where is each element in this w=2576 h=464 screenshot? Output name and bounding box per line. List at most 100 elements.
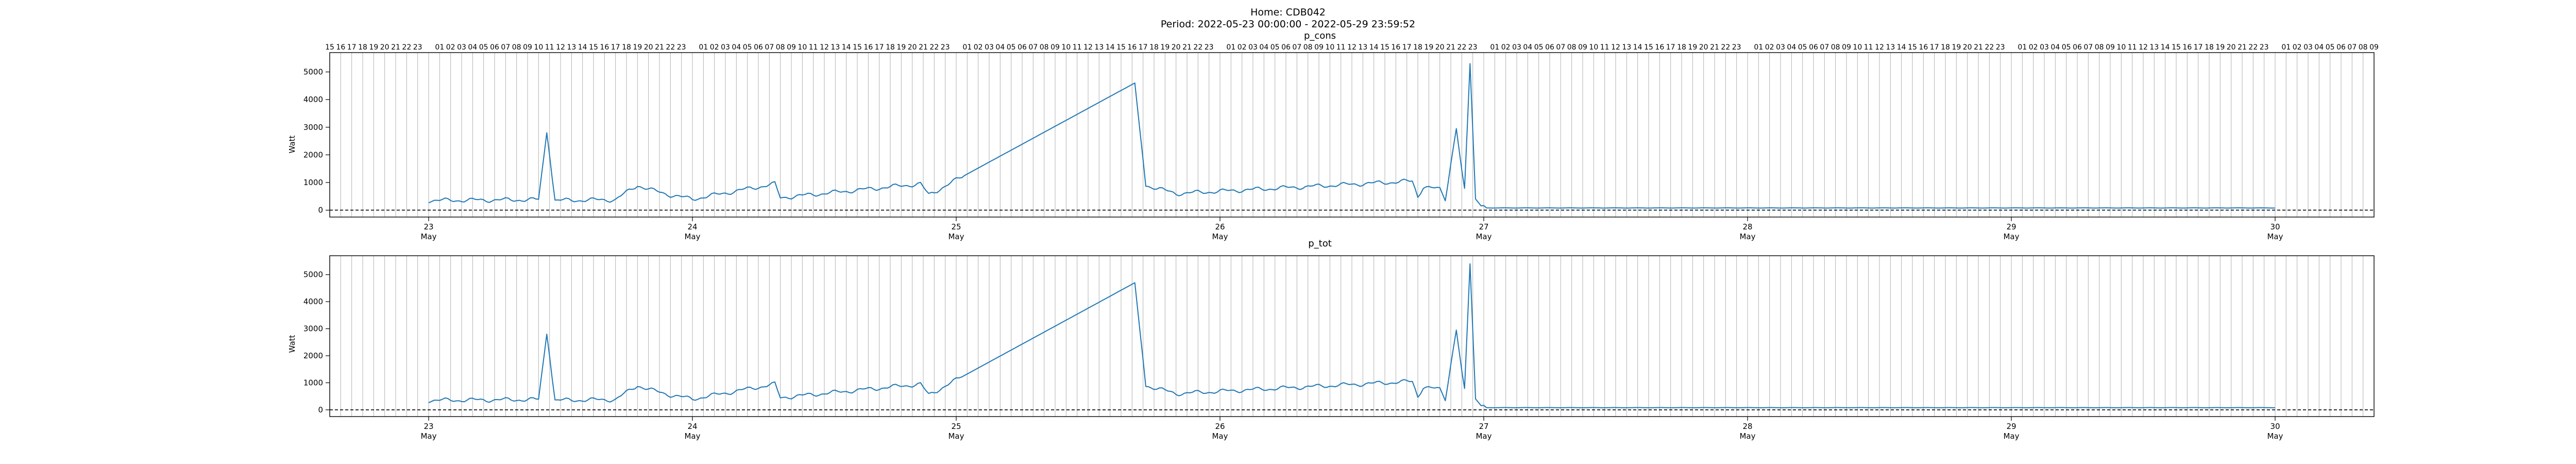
p-tot-chart: p_tot Watt 010002000300040005000 23May24… xyxy=(287,238,2374,441)
p-cons-hour-tick-label: 22 xyxy=(2248,43,2258,52)
p-cons-x-tick-day: 24 xyxy=(687,222,697,231)
p-cons-hour-tick-label: 11 xyxy=(1336,43,1346,52)
p-cons-hour-tick-label: 22 xyxy=(1721,43,1730,52)
p-cons-y-ticks: 010002000300040005000 xyxy=(303,68,330,215)
p-cons-x-tick-month: May xyxy=(2003,232,2019,241)
p-cons-hour-tick-label: 18 xyxy=(1677,43,1686,52)
p-cons-hour-tick-label: 05 xyxy=(2326,43,2335,52)
p-cons-hour-tick-label: 01 xyxy=(435,43,444,52)
p-cons-hour-tick-label: 23 xyxy=(1205,43,1214,52)
p-cons-hour-tick-label: 23 xyxy=(941,43,950,52)
p-cons-y-tick-label: 1000 xyxy=(303,178,323,187)
p-cons-hour-tick-label: 19 xyxy=(1688,43,1697,52)
p-tot-y-tick-label: 4000 xyxy=(303,297,323,306)
p-tot-x-tick-day: 30 xyxy=(2270,422,2280,431)
p-cons-hour-tick-label: 18 xyxy=(886,43,895,52)
p-tot-x-tick-day: 23 xyxy=(423,422,433,431)
p-tot-y-label: Watt xyxy=(287,335,297,353)
p-cons-hour-tick-label: 07 xyxy=(1028,43,1038,52)
p-cons-hour-tick-label: 20 xyxy=(1699,43,1708,52)
p-cons-hour-tick-label: 22 xyxy=(666,43,675,52)
p-cons-hour-tick-label: 11 xyxy=(1073,43,1082,52)
p-cons-hour-tick-label: 12 xyxy=(2139,43,2148,52)
p-cons-hour-tick-label: 07 xyxy=(2083,43,2093,52)
p-cons-y-tick-label: 4000 xyxy=(303,95,323,104)
p-cons-hour-tick-label: 05 xyxy=(1534,43,1544,52)
p-cons-hour-tick-label: 23 xyxy=(1996,43,2005,52)
p-cons-hour-tick-label: 06 xyxy=(1281,43,1291,52)
p-cons-hour-tick-label: 18 xyxy=(2205,43,2214,52)
p-cons-hour-tick-label: 04 xyxy=(468,43,477,52)
p-cons-x-tick-month: May xyxy=(1212,232,1228,241)
p-cons-hour-tick-label: 08 xyxy=(512,43,521,52)
p-cons-hour-tick-label: 02 xyxy=(2293,43,2302,52)
p-cons-hour-tick-label: 04 xyxy=(732,43,741,52)
p-cons-hour-tick-label: 02 xyxy=(974,43,983,52)
p-cons-hour-tick-label: 18 xyxy=(1413,43,1422,52)
p-cons-hour-tick-label: 15 xyxy=(853,43,862,52)
p-cons-y-tick-label: 5000 xyxy=(303,68,323,77)
p-cons-hour-tick-label: 02 xyxy=(1765,43,1774,52)
p-cons-hour-tick-label: 09 xyxy=(1578,43,1587,52)
p-cons-hour-tick-label: 20 xyxy=(1435,43,1445,52)
p-cons-hour-tick-label: 14 xyxy=(1897,43,1906,52)
p-cons-hour-tick-label: 16 xyxy=(600,43,609,52)
p-tot-x-tick-day: 26 xyxy=(1215,422,1225,431)
p-cons-hour-tick-label: 01 xyxy=(699,43,708,52)
p-cons-hour-tick-label: 02 xyxy=(710,43,719,52)
p-tot-hour-grid xyxy=(330,256,2374,417)
p-cons-hour-tick-label: 05 xyxy=(743,43,752,52)
p-cons-hour-tick-label: 08 xyxy=(1567,43,1577,52)
p-cons-hour-tick-label: 05 xyxy=(1798,43,1807,52)
p-cons-chart: p_cons Watt 15 16 17 18 19 20 21 22 23 01 02 03 04 05… xyxy=(287,30,2379,241)
p-cons-hour-tick-label: 15 xyxy=(1380,43,1389,52)
p-cons-hour-tick-label: 15 xyxy=(2172,43,2181,52)
p-cons-hour-tick-label: 07 xyxy=(2347,43,2357,52)
p-cons-hour-tick-label: 21 xyxy=(1974,43,1983,52)
p-cons-hour-tick-label: 23 xyxy=(677,43,686,52)
p-cons-hour-tick-label: 07 xyxy=(1820,43,1829,52)
p-cons-hour-tick-label: 12 xyxy=(1083,43,1093,52)
p-cons-y-label: Watt xyxy=(287,135,297,153)
p-cons-hour-tick-label: 18 xyxy=(1941,43,1950,52)
p-cons-hour-tick-label: 09 xyxy=(1314,43,1324,52)
p-cons-hour-tick-label: 14 xyxy=(2161,43,2170,52)
p-cons-hour-tick-label: 11 xyxy=(1864,43,1873,52)
p-cons-x-ticks: 23May24May25May26May27May28May29May30May xyxy=(420,217,2283,241)
p-cons-hour-tick-label: 04 xyxy=(995,43,1005,52)
p-tot-x-tick-month: May xyxy=(948,432,964,441)
p-cons-hour-tick-label: 17 xyxy=(875,43,884,52)
p-cons-hour-tick-label: 07 xyxy=(1292,43,1301,52)
p-tot-y-tick-label: 0 xyxy=(318,405,323,415)
p-cons-hour-tick-label: 17 xyxy=(611,43,620,52)
p-tot-x-tick-day: 25 xyxy=(951,422,961,431)
p-cons-hour-tick-label: 14 xyxy=(1106,43,1115,52)
p-cons-hour-tick-label: 23 xyxy=(2260,43,2269,52)
p-cons-hour-tick-label: 16 xyxy=(1655,43,1664,52)
p-tot-x-tick-day: 29 xyxy=(2006,422,2016,431)
p-cons-hour-tick-label: 14 xyxy=(578,43,587,52)
p-cons-hour-tick-label: 09 xyxy=(523,43,532,52)
p-cons-hour-tick-label: 22 xyxy=(929,43,939,52)
p-cons-hour-tick-label: 20 xyxy=(1963,43,1972,52)
p-cons-title: p_cons xyxy=(1304,30,1336,41)
p-cons-hour-tick-label: 13 xyxy=(2149,43,2159,52)
p-cons-hour-tick-label: 16 xyxy=(2182,43,2192,52)
p-cons-hour-tick-label: 19 xyxy=(369,43,378,52)
p-cons-hour-tick-label: 01 xyxy=(962,43,972,52)
p-cons-hour-tick-label: 09 xyxy=(787,43,796,52)
p-cons-hour-tick-label: 06 xyxy=(754,43,763,52)
p-cons-hour-tick-label: 01 xyxy=(1490,43,1499,52)
p-cons-hour-tick-label: 15 xyxy=(589,43,598,52)
p-cons-hour-tick-label: 09 xyxy=(1050,43,1060,52)
figure-title-line2: Period: 2022-05-23 00:00:00 - 2022-05-29… xyxy=(1161,19,1415,30)
p-cons-hour-tick-label: 12 xyxy=(1347,43,1357,52)
p-cons-hour-tick-label: 01 xyxy=(1226,43,1235,52)
p-cons-hour-tick-label: 02 xyxy=(1238,43,1247,52)
p-cons-hour-tick-label: 11 xyxy=(1600,43,1609,52)
p-cons-hour-tick-label: 02 xyxy=(446,43,455,52)
p-cons-x-tick-month: May xyxy=(948,232,964,241)
p-tot-y-tick-label: 2000 xyxy=(303,351,323,360)
p-cons-hour-tick-label: 17 xyxy=(1139,43,1148,52)
p-cons-hour-tick-label: 03 xyxy=(721,43,730,52)
